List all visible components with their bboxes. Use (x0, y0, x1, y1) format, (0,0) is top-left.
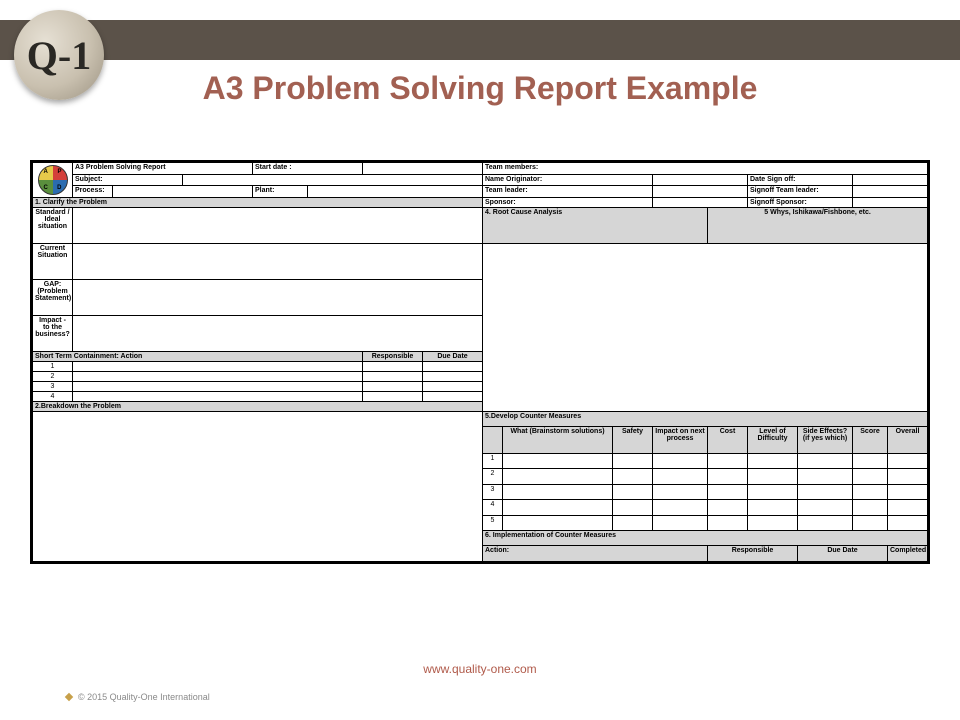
label-start-date: Start date : (253, 163, 363, 175)
label-subject: Subject: (73, 174, 183, 186)
stc-row-3-num: 3 (33, 382, 73, 392)
s5-col-difficulty: Level of Difficulty (748, 427, 798, 453)
s5-col-impact: Impact on next process (653, 427, 708, 453)
page-title: A3 Problem Solving Report Example (0, 70, 960, 107)
a3-table: APCD A3 Problem Solving Report Start dat… (32, 162, 928, 562)
pdca-logo-cell: APCD (33, 163, 73, 198)
stc-col-due: Due Date (423, 352, 483, 362)
field-process (113, 186, 253, 198)
s6-col-action: Action: (483, 546, 708, 562)
label-team-leader: Team leader: (483, 186, 653, 198)
stc-row-1-due (423, 362, 483, 372)
field-plant (308, 186, 483, 198)
label-name-originator: Name Originator: (483, 174, 653, 186)
stc-row-3-resp (363, 382, 423, 392)
label-process: Process: (73, 186, 113, 198)
s5-r2-n: 2 (483, 469, 503, 484)
label-signoff-team-leader: Signoff Team leader: (748, 186, 853, 198)
field-signoff-sponsor (853, 198, 928, 208)
stc-row-2-resp (363, 372, 423, 382)
stc-row-2-action (73, 372, 363, 382)
row-standard-val (73, 208, 483, 244)
stc-row-3-action (73, 382, 363, 392)
row-standard-label: Standard / Ideal situation (33, 208, 73, 244)
breakdown-area (33, 412, 483, 562)
s5-r3-n: 3 (483, 484, 503, 499)
label-plant: Plant: (253, 186, 308, 198)
s5-col-blank (483, 427, 503, 453)
section-2-head: 2.Breakdown the Problem (33, 402, 483, 412)
s5-col-safety: Safety (613, 427, 653, 453)
footer-bullet-icon (65, 693, 73, 701)
section-6-head: 6. Implementation of Counter Measures (483, 531, 928, 546)
stc-row-1-action (73, 362, 363, 372)
stc-row-1-resp (363, 362, 423, 372)
row-current-val (73, 244, 483, 280)
s6-col-responsible: Responsible (708, 546, 798, 562)
form-title: A3 Problem Solving Report (73, 163, 253, 175)
s5-col-what: What (Brainstorm solutions) (503, 427, 613, 453)
label-signoff-sponsor: Signoff Sponsor: (748, 198, 853, 208)
stc-row-2-num: 2 (33, 372, 73, 382)
s5-col-score: Score (853, 427, 888, 453)
stc-row-4-action (73, 392, 363, 402)
top-bar (0, 20, 960, 60)
stc-row-4-due (423, 392, 483, 402)
label-team-members: Team members: (483, 163, 928, 175)
pdca-icon: APCD (38, 165, 68, 195)
stc-row-2-due (423, 372, 483, 382)
s5-col-overall: Overall (888, 427, 928, 453)
stc-col-responsible: Responsible (363, 352, 423, 362)
section-4-note: 5 Whys, Ishikawa/Fishbone, etc. (708, 208, 928, 244)
stc-row-1-num: 1 (33, 362, 73, 372)
field-name-originator (653, 174, 748, 186)
field-subject (183, 174, 483, 186)
row-impact-val (73, 316, 483, 352)
row-gap-label: GAP: (Problem Statement) (33, 280, 73, 316)
stc-head: Short Term Containment: Action (33, 352, 363, 362)
label-sponsor: Sponsor: (483, 198, 653, 208)
s5-r1-n: 1 (483, 453, 503, 468)
section-4-head: 4. Root Cause Analysis (483, 208, 708, 244)
field-sponsor (653, 198, 748, 208)
footer-copyright: © 2015 Quality-One International (78, 692, 210, 702)
row-impact-label: Impact - to the business? (33, 316, 73, 352)
section-1-head: 1. Clarify the Problem (33, 198, 483, 208)
s5-r4-n: 4 (483, 500, 503, 515)
stc-row-4-resp (363, 392, 423, 402)
footer-url: www.quality-one.com (0, 662, 960, 676)
s6-col-due: Due Date (798, 546, 888, 562)
label-date-signoff: Date Sign off: (748, 174, 853, 186)
field-signoff-team-leader (853, 186, 928, 198)
s5-r5-n: 5 (483, 515, 503, 530)
s5-col-side: Side Effects? (if yes which) (798, 427, 853, 453)
row-current-label: Current Situation (33, 244, 73, 280)
field-start-date (363, 163, 483, 175)
stc-row-4-num: 4 (33, 392, 73, 402)
row-gap-val (73, 280, 483, 316)
root-cause-area (483, 244, 928, 412)
s5-col-cost: Cost (708, 427, 748, 453)
stc-row-3-due (423, 382, 483, 392)
section-5-head: 5.Develop Counter Measures (483, 412, 928, 427)
field-team-leader (653, 186, 748, 198)
a3-form: APCD A3 Problem Solving Report Start dat… (30, 160, 930, 564)
field-date-signoff (853, 174, 928, 186)
s6-col-completed: Completed (888, 546, 928, 562)
